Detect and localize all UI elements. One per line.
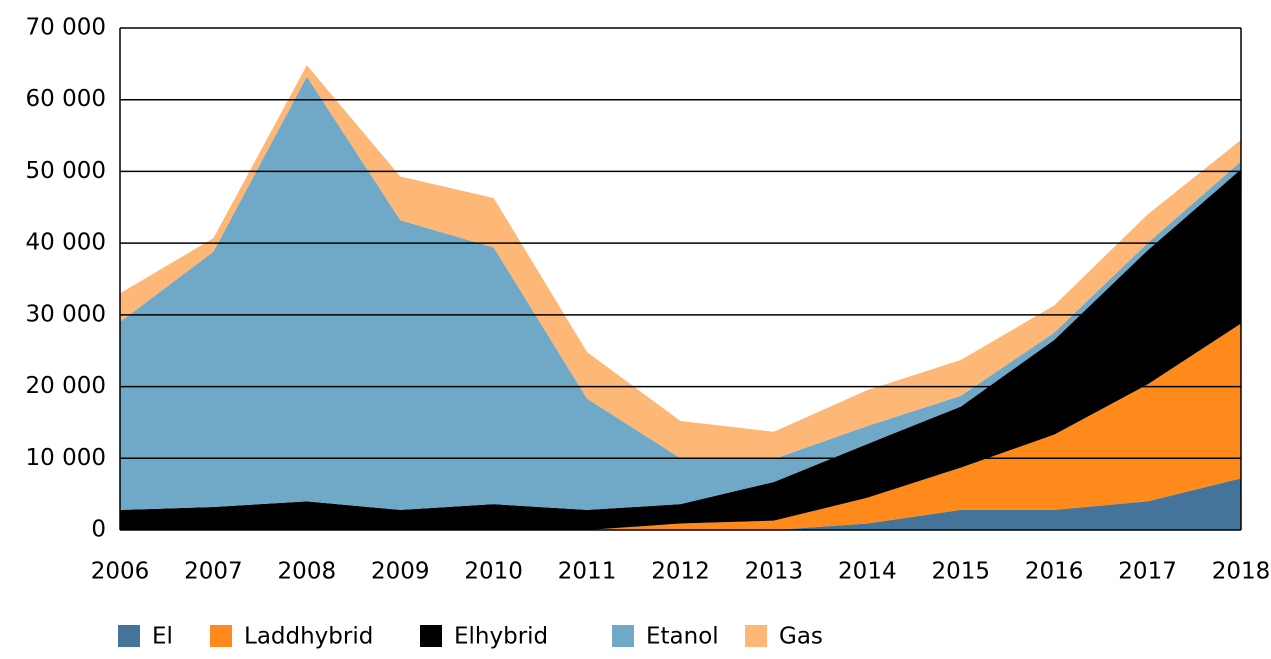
y-tick-label: 50 000 (26, 158, 106, 184)
legend-swatch (745, 625, 767, 647)
x-tick-label: 2014 (838, 559, 897, 585)
y-tick-label: 60 000 (26, 86, 106, 112)
y-tick-label: 30 000 (26, 301, 106, 327)
x-tick-label: 2011 (558, 559, 617, 585)
x-tick-label: 2015 (931, 559, 990, 585)
x-tick-label: 2010 (464, 559, 523, 585)
area (120, 65, 1241, 460)
x-tick-label: 2016 (1025, 559, 1084, 585)
x-tick-label: 2008 (278, 559, 337, 585)
legend-swatch (118, 625, 140, 647)
legend-label: El (152, 624, 173, 650)
legend-label: Etanol (646, 624, 719, 650)
area (120, 478, 1241, 530)
x-tick-label: 2006 (91, 559, 150, 585)
x-tick-label: 2007 (184, 559, 243, 585)
legend-label: Laddhybrid (244, 624, 373, 650)
y-tick-label: 0 (91, 517, 106, 543)
area (120, 323, 1241, 530)
x-tick-label: 2018 (1212, 559, 1271, 585)
x-tick-label: 2013 (745, 559, 804, 585)
area (120, 169, 1241, 530)
legend-label: Elhybrid (454, 624, 548, 650)
legend-swatch (420, 625, 442, 647)
y-tick-label: 20 000 (26, 373, 106, 399)
legend-swatch (612, 625, 634, 647)
legend-label: Gas (779, 624, 823, 650)
area (120, 76, 1241, 510)
y-tick-label: 10 000 (26, 445, 106, 471)
x-tick-label: 2009 (371, 559, 430, 585)
x-tick-label: 2017 (1118, 559, 1177, 585)
y-tick-label: 70 000 (26, 15, 106, 41)
legend-swatch (210, 625, 232, 647)
y-tick-label: 40 000 (26, 230, 106, 256)
x-tick-label: 2012 (651, 559, 710, 585)
